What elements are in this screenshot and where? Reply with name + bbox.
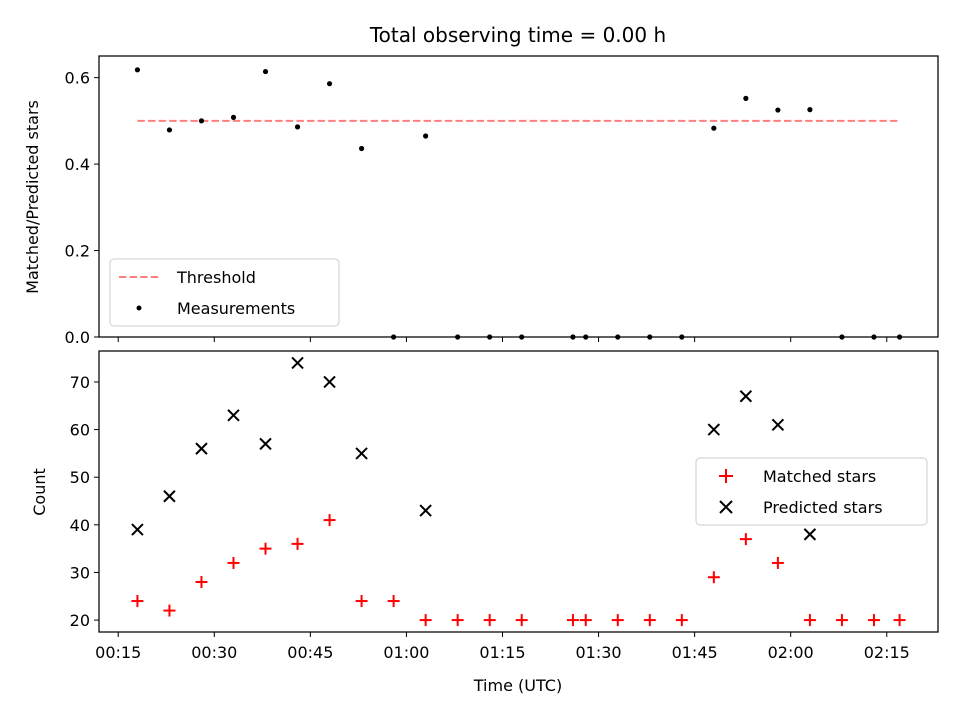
matched-point <box>227 556 240 569</box>
matched-point <box>419 614 432 627</box>
bottom-y-tick-label: 20 <box>70 611 90 630</box>
bottom-axes-frame <box>98 350 939 633</box>
matched-point <box>387 595 400 608</box>
legend-predicted-label: Predicted stars <box>763 498 883 517</box>
matched-point <box>739 533 752 546</box>
measurement-point <box>134 67 141 73</box>
x-tick-label: 02:15 <box>864 643 910 662</box>
bottom-x-axis: 00:15 00:30 00:45 01:00 01:15 01:30 01:45 02:00… <box>95 632 910 662</box>
predicted-point <box>707 423 721 436</box>
x-axis-label: Time (UTC) <box>473 676 562 695</box>
matched-point <box>893 614 906 627</box>
predicted-point <box>131 523 144 536</box>
top-y-tick-label: 0.4 <box>65 155 90 174</box>
x-tick-label: 01:15 <box>479 643 525 662</box>
predicted-point <box>291 356 304 370</box>
legend-matched-swatch <box>719 469 733 483</box>
measurement-point <box>326 81 333 87</box>
top-legend-box <box>109 258 340 327</box>
matched-point <box>675 614 688 627</box>
x-tick-label: 00:30 <box>191 643 237 662</box>
measurement-point <box>743 95 749 101</box>
top-y-axis-label: Matched/Predicted stars <box>23 100 42 294</box>
matched-point <box>771 556 784 569</box>
x-tick-label: 02:00 <box>768 643 814 662</box>
measurement-point <box>262 68 269 75</box>
matched-point <box>163 604 176 617</box>
bottom-legend: Matched stars Predicted stars <box>695 457 928 526</box>
matched-point <box>611 614 624 627</box>
measurement-point <box>423 133 429 139</box>
predicted-point <box>771 418 785 432</box>
top-axes-frame <box>98 55 939 338</box>
bottom-y-axis-label: Count <box>30 468 49 516</box>
matched-point <box>291 537 304 550</box>
x-tick-label: 01:30 <box>576 643 622 662</box>
measurement-point <box>166 127 173 133</box>
matched-point <box>579 614 592 627</box>
top-y-tick-label: 0.0 <box>65 328 90 347</box>
bottom-y-tick-label: 70 <box>70 373 90 392</box>
legend-measurements-label: Measurements <box>177 299 295 318</box>
top-y-tick-label: 0.2 <box>65 242 90 261</box>
bottom-plot-area <box>131 356 906 627</box>
matched-point <box>131 595 144 608</box>
legend-predicted-swatch <box>719 500 733 514</box>
x-tick-label: 01:45 <box>672 643 718 662</box>
bottom-y-axis: 20 30 40 50 60 70 <box>70 373 99 630</box>
measurement-point <box>198 118 205 124</box>
legend-measurements-swatch <box>136 305 142 311</box>
matched-point <box>803 614 816 627</box>
predicted-point <box>803 528 817 541</box>
chart-title: Total observing time = 0.00 h <box>369 23 666 47</box>
matched-point <box>451 614 464 627</box>
x-tick-label: 01:00 <box>383 643 429 662</box>
matched-point <box>483 614 496 627</box>
matched-point <box>643 614 656 627</box>
x-tick-label: 00:45 <box>287 643 333 662</box>
measurement-point <box>358 145 365 152</box>
x-tick-label: 00:15 <box>95 643 141 662</box>
matched-point <box>323 514 336 527</box>
bottom-y-tick-label: 50 <box>70 468 90 487</box>
top-x-axis-ticks <box>117 337 888 342</box>
bottom-y-tick-label: 60 <box>70 421 90 440</box>
predicted-point <box>195 442 208 455</box>
matched-point <box>566 614 579 627</box>
top-y-tick-label: 0.6 <box>65 69 90 88</box>
predicted-point <box>739 390 753 403</box>
matched-point <box>515 614 528 627</box>
measurement-point <box>230 114 237 120</box>
predicted-point <box>323 375 336 389</box>
predicted-point <box>259 437 272 451</box>
measurement-point <box>807 107 813 113</box>
top-y-axis: 0.0 0.2 0.4 0.6 <box>65 69 99 347</box>
legend-matched-label: Matched stars <box>763 467 876 486</box>
predicted-point <box>163 490 176 503</box>
bottom-y-tick-label: 40 <box>70 516 90 535</box>
matched-point <box>259 542 272 555</box>
bottom-legend-box <box>695 457 928 526</box>
measurement-point <box>711 125 717 131</box>
predicted-point <box>419 504 432 517</box>
legend-threshold-label: Threshold <box>176 268 256 287</box>
matched-point <box>195 575 208 588</box>
predicted-point <box>227 409 240 422</box>
matched-point <box>707 571 720 584</box>
bottom-y-tick-label: 30 <box>70 563 90 582</box>
matched-point <box>355 595 368 608</box>
matched-point <box>867 614 880 627</box>
matched-point <box>835 614 848 627</box>
top-legend: Threshold Measurements <box>109 258 340 327</box>
measurement-point <box>775 107 781 113</box>
predicted-point <box>355 447 368 460</box>
measurement-point <box>294 124 301 130</box>
